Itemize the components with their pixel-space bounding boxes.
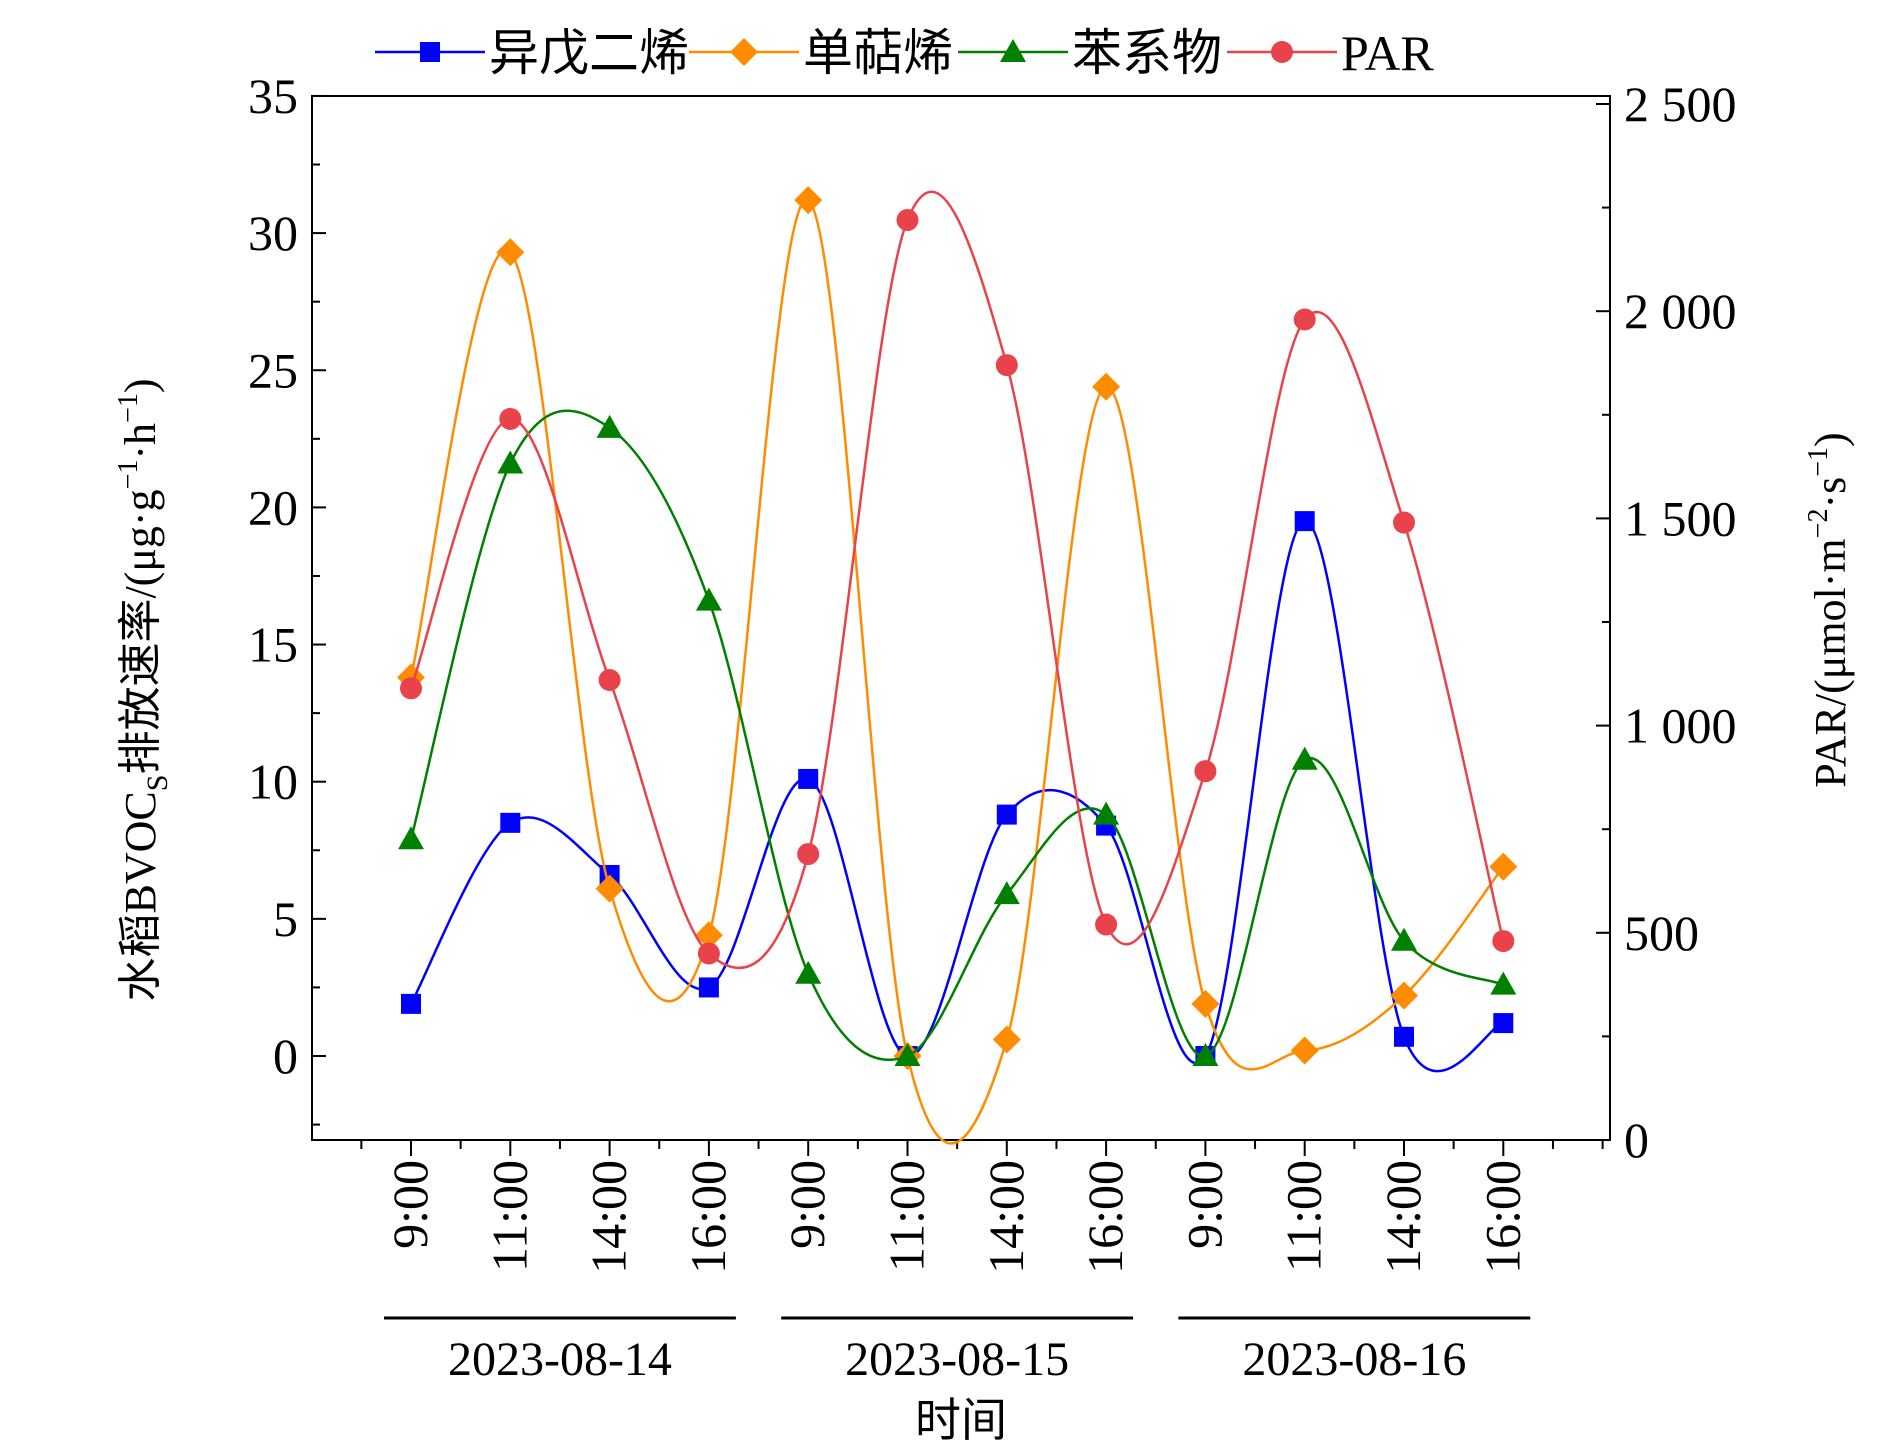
data-point [894,1043,921,1066]
legend-label: PAR [1341,25,1434,81]
legend-label: 苯系物 [1072,25,1222,81]
x-tick-label: 16:00 [1077,1160,1133,1274]
x-tick-label: 9:00 [779,1160,835,1249]
y-axis-label: 水稻BVOCS排放速率/(μg·g−1·h−1) [113,379,174,1002]
data-point [496,238,525,267]
data-point [1489,852,1518,881]
left-tick-label: 35 [248,68,298,124]
left-tick-label: 30 [248,205,298,261]
data-point [1390,981,1418,1010]
data-point [1294,511,1315,532]
date-groups: 2023-08-14 2023-08-15 2023-08-16 [384,1316,1531,1386]
data-point [1093,801,1120,825]
data-point [596,414,623,438]
data-point [996,804,1017,825]
data-point [400,677,422,700]
data-point [993,881,1020,905]
data-point [401,993,421,1014]
data-point [1192,1043,1219,1066]
legend-marker [730,38,758,66]
data-point [697,942,720,965]
data-point [794,186,823,215]
data-point [1493,1013,1514,1034]
group-label: 2023-08-15 [845,1333,1069,1386]
x-tick-label: 16:00 [1474,1160,1530,1274]
x-tick-label: 14:00 [1375,1160,1431,1274]
data-point [1492,930,1515,953]
x-tick-label: 14:00 [581,1160,637,1274]
data-point [1490,971,1517,995]
left-tick-label: 25 [248,342,298,398]
data-point [896,209,919,232]
x-tick-label: 16:00 [680,1160,736,1274]
data-point [1290,1036,1319,1065]
legend-marker [420,42,440,62]
data-point [798,768,819,789]
data-point [598,669,621,692]
series-triangle [398,409,1517,1066]
right-tick-label: 0 [1624,1112,1649,1168]
y2-axis-label: PAR/(μmol·m−2·s−1) [1803,432,1855,787]
data-point [797,843,820,866]
series-circle [400,190,1515,970]
data-point [1194,760,1217,783]
data-point [1393,511,1415,534]
legend-marker [1000,39,1026,62]
legend-label: 单萜烯 [803,25,953,81]
group-label: 2023-08-14 [448,1333,672,1386]
data-point [1391,927,1417,951]
bottom-axis: 9:00 11:00 14:00 16:00 9:00 11:00 14:00 16:00 9:… [360,1140,1604,1274]
data-point [1191,989,1220,1018]
data-point [1394,1026,1414,1047]
x-tick-label: 11:00 [481,1160,537,1272]
data-point [698,977,719,998]
series-line [409,190,1505,970]
right-axis: 0 500 1 000 1 500 2 000 2 500 [1596,76,1737,1168]
left-tick-label: 10 [248,754,298,810]
data-point [1092,372,1121,401]
right-tick-label: 2 000 [1624,283,1737,339]
right-tick-label: 1 000 [1624,698,1737,754]
legend-label: 异戊二烯 [489,25,689,81]
data-point [695,587,722,611]
data-point [1291,746,1318,770]
right-tick-label: 500 [1624,905,1699,961]
data-point [995,354,1018,377]
data-point [992,1025,1021,1054]
data-point [795,960,822,984]
right-tick-label: 1 500 [1624,490,1737,546]
left-tick-label: 0 [273,1028,298,1084]
x-tick-label: 14:00 [978,1160,1034,1274]
x-tick-label: 9:00 [382,1160,438,1249]
left-axis: 0 5 10 15 20 25 30 35 [248,68,326,1126]
data-point [398,826,424,850]
data-point [1293,308,1316,331]
data-point [499,407,522,430]
x-tick-label: 11:00 [879,1160,935,1272]
data-point [500,812,521,833]
data-point [595,874,624,903]
group-label: 2023-08-16 [1242,1333,1466,1386]
right-tick-label: 2 500 [1624,76,1737,132]
legend-marker [1271,41,1293,63]
x-tick-label: 11:00 [1276,1160,1332,1272]
left-tick-label: 15 [248,617,298,673]
x-axis-label: 时间 [915,1395,1007,1446]
left-tick-label: 5 [273,891,298,947]
x-tick-label: 9:00 [1176,1160,1232,1249]
data-point [497,450,524,474]
legend: 异戊二烯 单萜烯 苯系物 PAR [375,25,1434,81]
series-diamond [397,186,1518,1145]
data-point [694,921,723,950]
data-point [1095,913,1118,936]
series-line [409,409,1504,1061]
series-layer [397,186,1518,1145]
series-line [409,198,1505,1145]
left-tick-label: 20 [248,479,298,535]
